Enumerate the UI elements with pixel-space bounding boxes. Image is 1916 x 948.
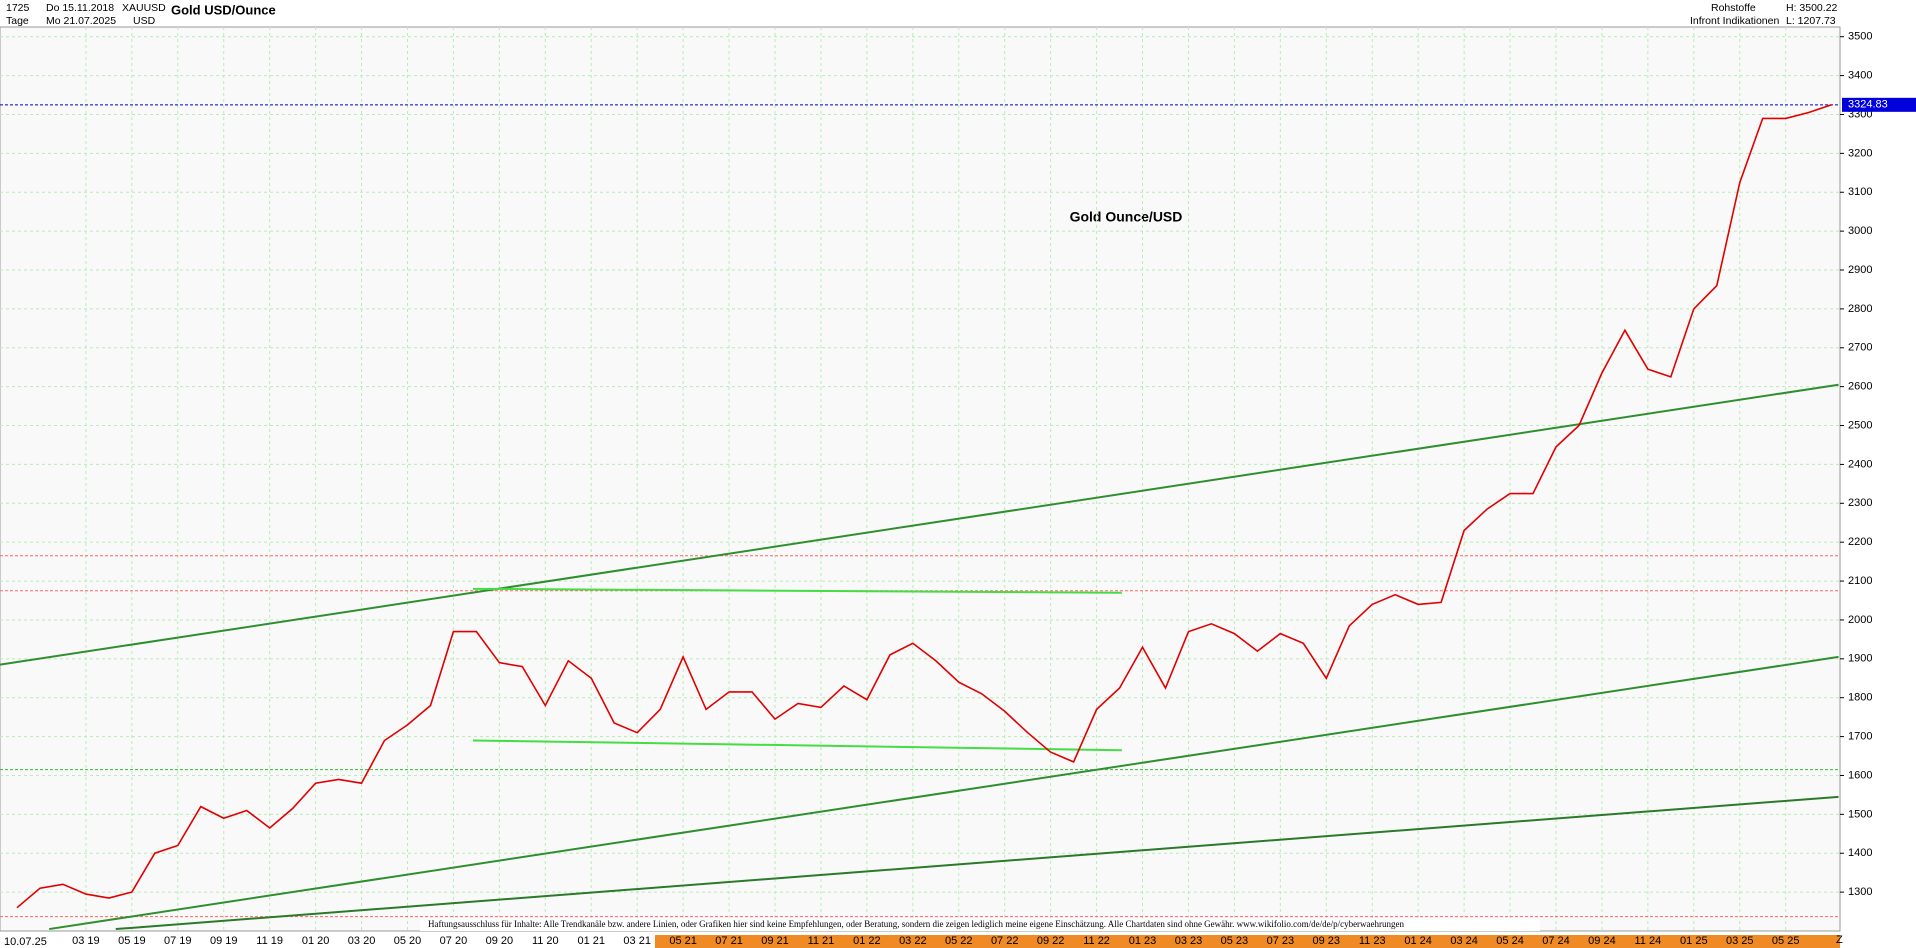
y-tick-label: 3200 xyxy=(1848,147,1872,159)
low: L: 1207.73 xyxy=(1786,15,1836,27)
x-tick-label: 03 23 xyxy=(1175,935,1203,947)
x-tick-label: 07 23 xyxy=(1267,935,1295,947)
y-tick-label: 2600 xyxy=(1848,381,1872,393)
x-tick-label: 07 24 xyxy=(1542,935,1570,947)
x-tick-label: 11 20 xyxy=(532,935,559,947)
x-tick-label: 09 22 xyxy=(1037,935,1065,947)
to-date: Mo 21.07.2025 xyxy=(46,15,116,27)
y-tick-label: 2500 xyxy=(1848,419,1872,431)
trend-line xyxy=(0,383,1839,666)
y-tick-label: 1800 xyxy=(1848,692,1872,704)
x-tick-label: 03 19 xyxy=(72,935,100,947)
source: Infront Indikationen xyxy=(1690,15,1779,27)
axis-highlight xyxy=(655,935,1840,948)
x-tick-label: 09 24 xyxy=(1588,935,1616,947)
x-tick-label: 03 25 xyxy=(1726,935,1754,947)
symbol: XAUUSD xyxy=(122,2,166,14)
y-tick-label: 2300 xyxy=(1848,497,1872,509)
trend-line xyxy=(472,587,1122,594)
x-tick-label: 09 20 xyxy=(486,935,514,947)
x-tick-label: 11 19 xyxy=(256,935,283,947)
x-tick-label: 07 20 xyxy=(440,935,468,947)
x-tick-label: 03 20 xyxy=(348,935,376,947)
x-tick-label: 05 19 xyxy=(118,935,146,947)
bars: 1725 xyxy=(6,2,30,14)
x-tick-label: 05 21 xyxy=(669,935,697,947)
disclaimer-bg xyxy=(420,918,1540,931)
plot-area xyxy=(0,26,1841,932)
y-tick-label: 2100 xyxy=(1848,575,1872,587)
y-tick-label: 1600 xyxy=(1848,769,1872,781)
x-tick-label: 01 25 xyxy=(1680,935,1708,947)
x-tick-label: 01 22 xyxy=(853,935,881,947)
x-tick-label: 03 24 xyxy=(1450,935,1478,947)
chart-title: Gold Ounce/USD xyxy=(1070,209,1183,225)
y-tick-label: 3000 xyxy=(1848,225,1872,237)
x-tick-label: 11 22 xyxy=(1083,935,1110,947)
x-tick-label: 07 19 xyxy=(164,935,192,947)
x-tick-label: 01 21 xyxy=(577,935,605,947)
x-tick-label: 07 21 xyxy=(715,935,743,947)
high: H: 3500.22 xyxy=(1786,2,1838,14)
x-tick-label: 09 23 xyxy=(1313,935,1341,947)
market: Rohstoffe xyxy=(1711,2,1756,14)
y-tick-label: 2700 xyxy=(1848,342,1872,354)
y-tick-label: 1300 xyxy=(1848,886,1872,898)
x-tick-label: 09 21 xyxy=(761,935,789,947)
period: Tage xyxy=(6,15,29,27)
x-tick-label: 11 21 xyxy=(808,935,835,947)
y-tick-label: 1400 xyxy=(1848,847,1872,859)
x-tick-label: 03 22 xyxy=(899,935,927,947)
x-tick-label: 01 20 xyxy=(302,935,330,947)
x-tick-label: 05 22 xyxy=(945,935,973,947)
x-first-label: 10.07.25 xyxy=(4,936,47,948)
x-end-label: Z xyxy=(1836,934,1843,946)
instrument-name: Gold USD/Ounce xyxy=(171,2,276,17)
y-tick-label: 2400 xyxy=(1848,458,1872,470)
x-tick-label: 05 23 xyxy=(1221,935,1249,947)
currency: USD xyxy=(133,15,156,27)
x-tick-label: 11 23 xyxy=(1359,935,1386,947)
y-tick-label: 1700 xyxy=(1848,730,1872,742)
y-tick-label: 3400 xyxy=(1848,70,1872,82)
disclaimer: Haftungsausschluss für Inhalte: Alle Tre… xyxy=(428,919,1405,929)
last-price-label: 3324.83 xyxy=(1848,99,1888,111)
x-tick-label: 07 22 xyxy=(991,935,1019,947)
x-tick-label: 11 24 xyxy=(1635,935,1662,947)
x-tick-label: 01 24 xyxy=(1404,935,1432,947)
y-tick-label: 1500 xyxy=(1848,808,1872,820)
x-tick-label: 01 23 xyxy=(1129,935,1157,947)
last-price-box xyxy=(1842,97,1916,112)
x-tick-label: 05 20 xyxy=(394,935,422,947)
from-date: Do 15.11.2018 xyxy=(46,2,114,14)
x-tick-label: 09 19 xyxy=(210,935,238,947)
y-tick-label: 3500 xyxy=(1848,31,1872,43)
y-tick-label: 2000 xyxy=(1848,614,1872,626)
y-tick-label: 2200 xyxy=(1848,536,1872,548)
trend-line xyxy=(49,655,1839,931)
y-tick-label: 2900 xyxy=(1848,264,1872,276)
x-tick-label: 05 25 xyxy=(1772,935,1800,947)
y-tick-label: 1900 xyxy=(1848,653,1872,665)
x-tick-label: 03 21 xyxy=(623,935,651,947)
trend-line xyxy=(472,739,1122,752)
trend-line xyxy=(115,795,1839,931)
y-tick-label: 2800 xyxy=(1848,303,1872,315)
price-line xyxy=(16,104,1832,909)
x-tick-label: 05 24 xyxy=(1496,935,1524,947)
y-tick-label: 3100 xyxy=(1848,186,1872,198)
